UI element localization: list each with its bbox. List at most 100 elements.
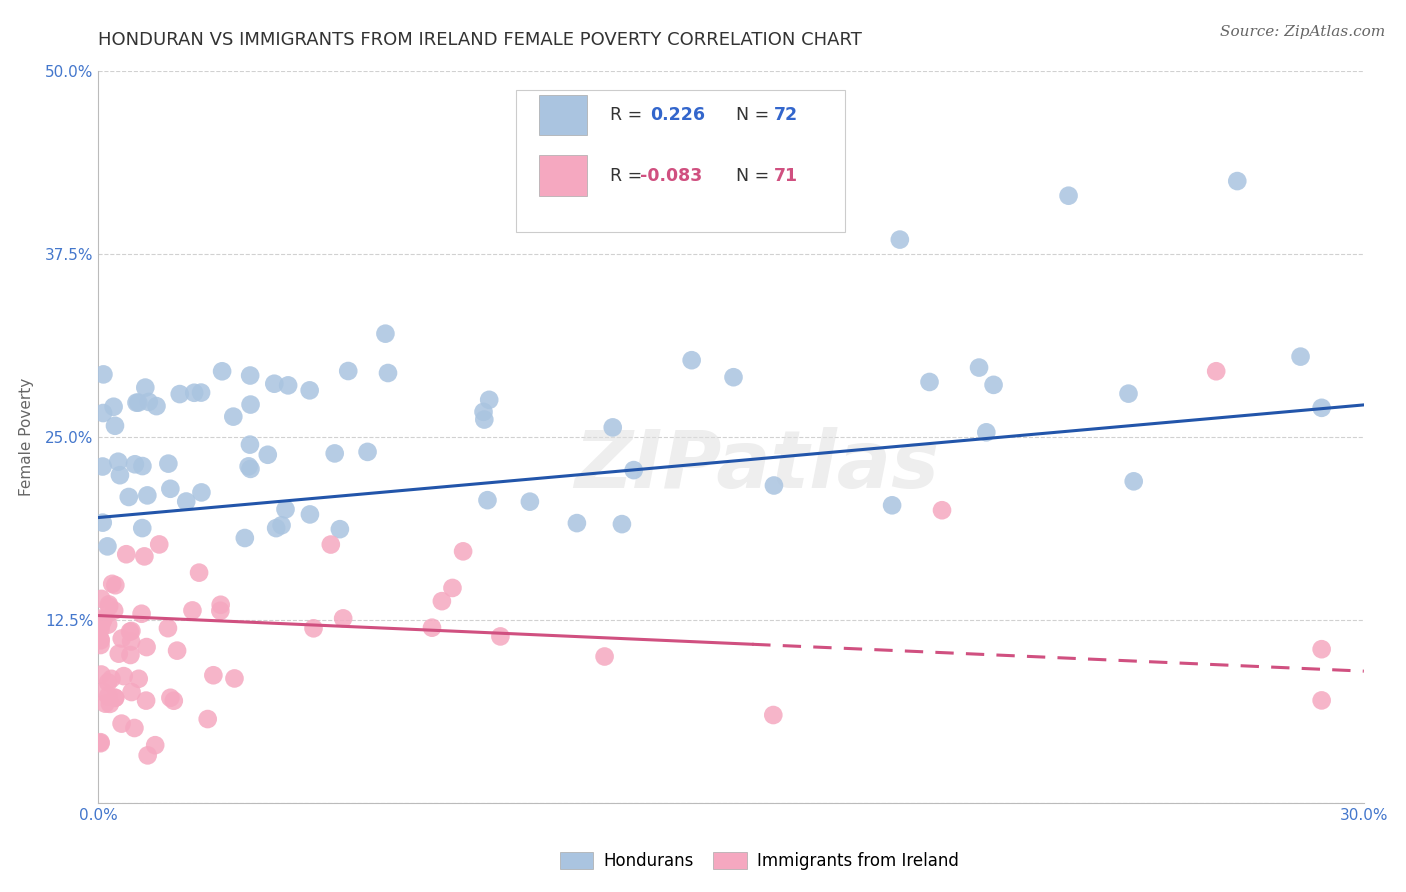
Point <box>91 406 114 420</box>
Point <box>128 672 150 686</box>
Text: Source: ZipAtlas.com: Source: ZipAtlas.com <box>1219 25 1385 39</box>
Point <box>134 549 156 564</box>
Point <box>224 672 246 686</box>
Point <box>136 748 159 763</box>
Point <box>135 640 157 654</box>
Text: HONDURAN VS IMMIGRANTS FROM IRELAND FEMALE POVERTY CORRELATION CHART: HONDURAN VS IMMIGRANTS FROM IRELAND FEMA… <box>98 31 862 49</box>
Point <box>762 708 785 723</box>
Point <box>762 478 785 492</box>
Point <box>100 672 122 686</box>
Point <box>270 518 292 533</box>
Point <box>103 400 125 414</box>
Point <box>143 738 166 752</box>
Point <box>477 493 499 508</box>
Point <box>120 624 142 638</box>
Point <box>277 378 299 392</box>
Point <box>166 643 188 657</box>
Point <box>239 462 262 476</box>
Point <box>889 233 911 247</box>
Point <box>239 368 262 383</box>
Point <box>90 667 112 681</box>
Text: R =: R = <box>610 106 647 124</box>
Point <box>120 648 142 662</box>
Point <box>91 516 114 530</box>
Text: N =: N = <box>737 167 775 185</box>
Point <box>91 613 114 627</box>
Text: -0.083: -0.083 <box>640 167 702 185</box>
Point <box>103 604 125 618</box>
Point <box>115 547 138 561</box>
Point <box>472 405 495 419</box>
Point <box>202 668 225 682</box>
Point <box>356 445 378 459</box>
Point <box>131 458 153 473</box>
Point <box>298 508 321 522</box>
Point <box>93 368 115 382</box>
Point <box>478 392 501 407</box>
Point <box>98 697 121 711</box>
Point <box>519 494 541 508</box>
Point <box>90 616 112 631</box>
Point <box>190 385 212 400</box>
Point <box>90 638 112 652</box>
Point <box>472 412 495 426</box>
Point <box>374 326 396 341</box>
Point <box>976 425 998 440</box>
Point <box>239 398 262 412</box>
Point <box>90 591 112 606</box>
Point <box>983 377 1005 392</box>
Point <box>681 353 703 368</box>
Point <box>90 633 112 648</box>
Point <box>107 455 129 469</box>
FancyBboxPatch shape <box>538 155 586 195</box>
Point <box>1057 188 1080 202</box>
Point <box>197 712 219 726</box>
Point <box>593 649 616 664</box>
Point <box>1289 350 1312 364</box>
Point <box>169 387 191 401</box>
Text: N =: N = <box>737 106 775 124</box>
Point <box>134 381 156 395</box>
Point <box>90 632 112 647</box>
Point <box>104 418 127 433</box>
Point <box>125 395 148 409</box>
Point <box>918 375 941 389</box>
Point <box>136 488 159 502</box>
Point <box>190 485 212 500</box>
Point <box>1310 693 1333 707</box>
Point <box>131 521 153 535</box>
Point <box>104 690 127 705</box>
Point <box>222 409 245 424</box>
Point <box>104 690 127 705</box>
Point <box>610 517 633 532</box>
Y-axis label: Female Poverty: Female Poverty <box>18 378 34 496</box>
Point <box>565 516 588 530</box>
Point <box>112 669 135 683</box>
Point <box>135 693 157 707</box>
Point <box>1122 475 1144 489</box>
Point <box>441 581 464 595</box>
Point <box>420 621 443 635</box>
Text: R =: R = <box>610 167 647 185</box>
Point <box>145 399 167 413</box>
Text: ZIPatlas: ZIPatlas <box>574 427 939 506</box>
Point <box>967 360 990 375</box>
Point <box>107 647 129 661</box>
Point <box>127 395 149 409</box>
Point <box>209 604 232 618</box>
Point <box>377 366 399 380</box>
Point <box>108 468 131 483</box>
Point <box>131 607 153 621</box>
Text: 0.226: 0.226 <box>650 106 706 124</box>
Point <box>90 622 112 636</box>
Point <box>209 598 232 612</box>
Point <box>181 603 204 617</box>
Point <box>211 364 233 378</box>
Point <box>1310 642 1333 657</box>
Point <box>90 735 112 749</box>
Point <box>329 522 352 536</box>
FancyBboxPatch shape <box>516 89 845 232</box>
Point <box>238 459 260 474</box>
Point <box>98 599 121 614</box>
Point <box>121 685 143 699</box>
